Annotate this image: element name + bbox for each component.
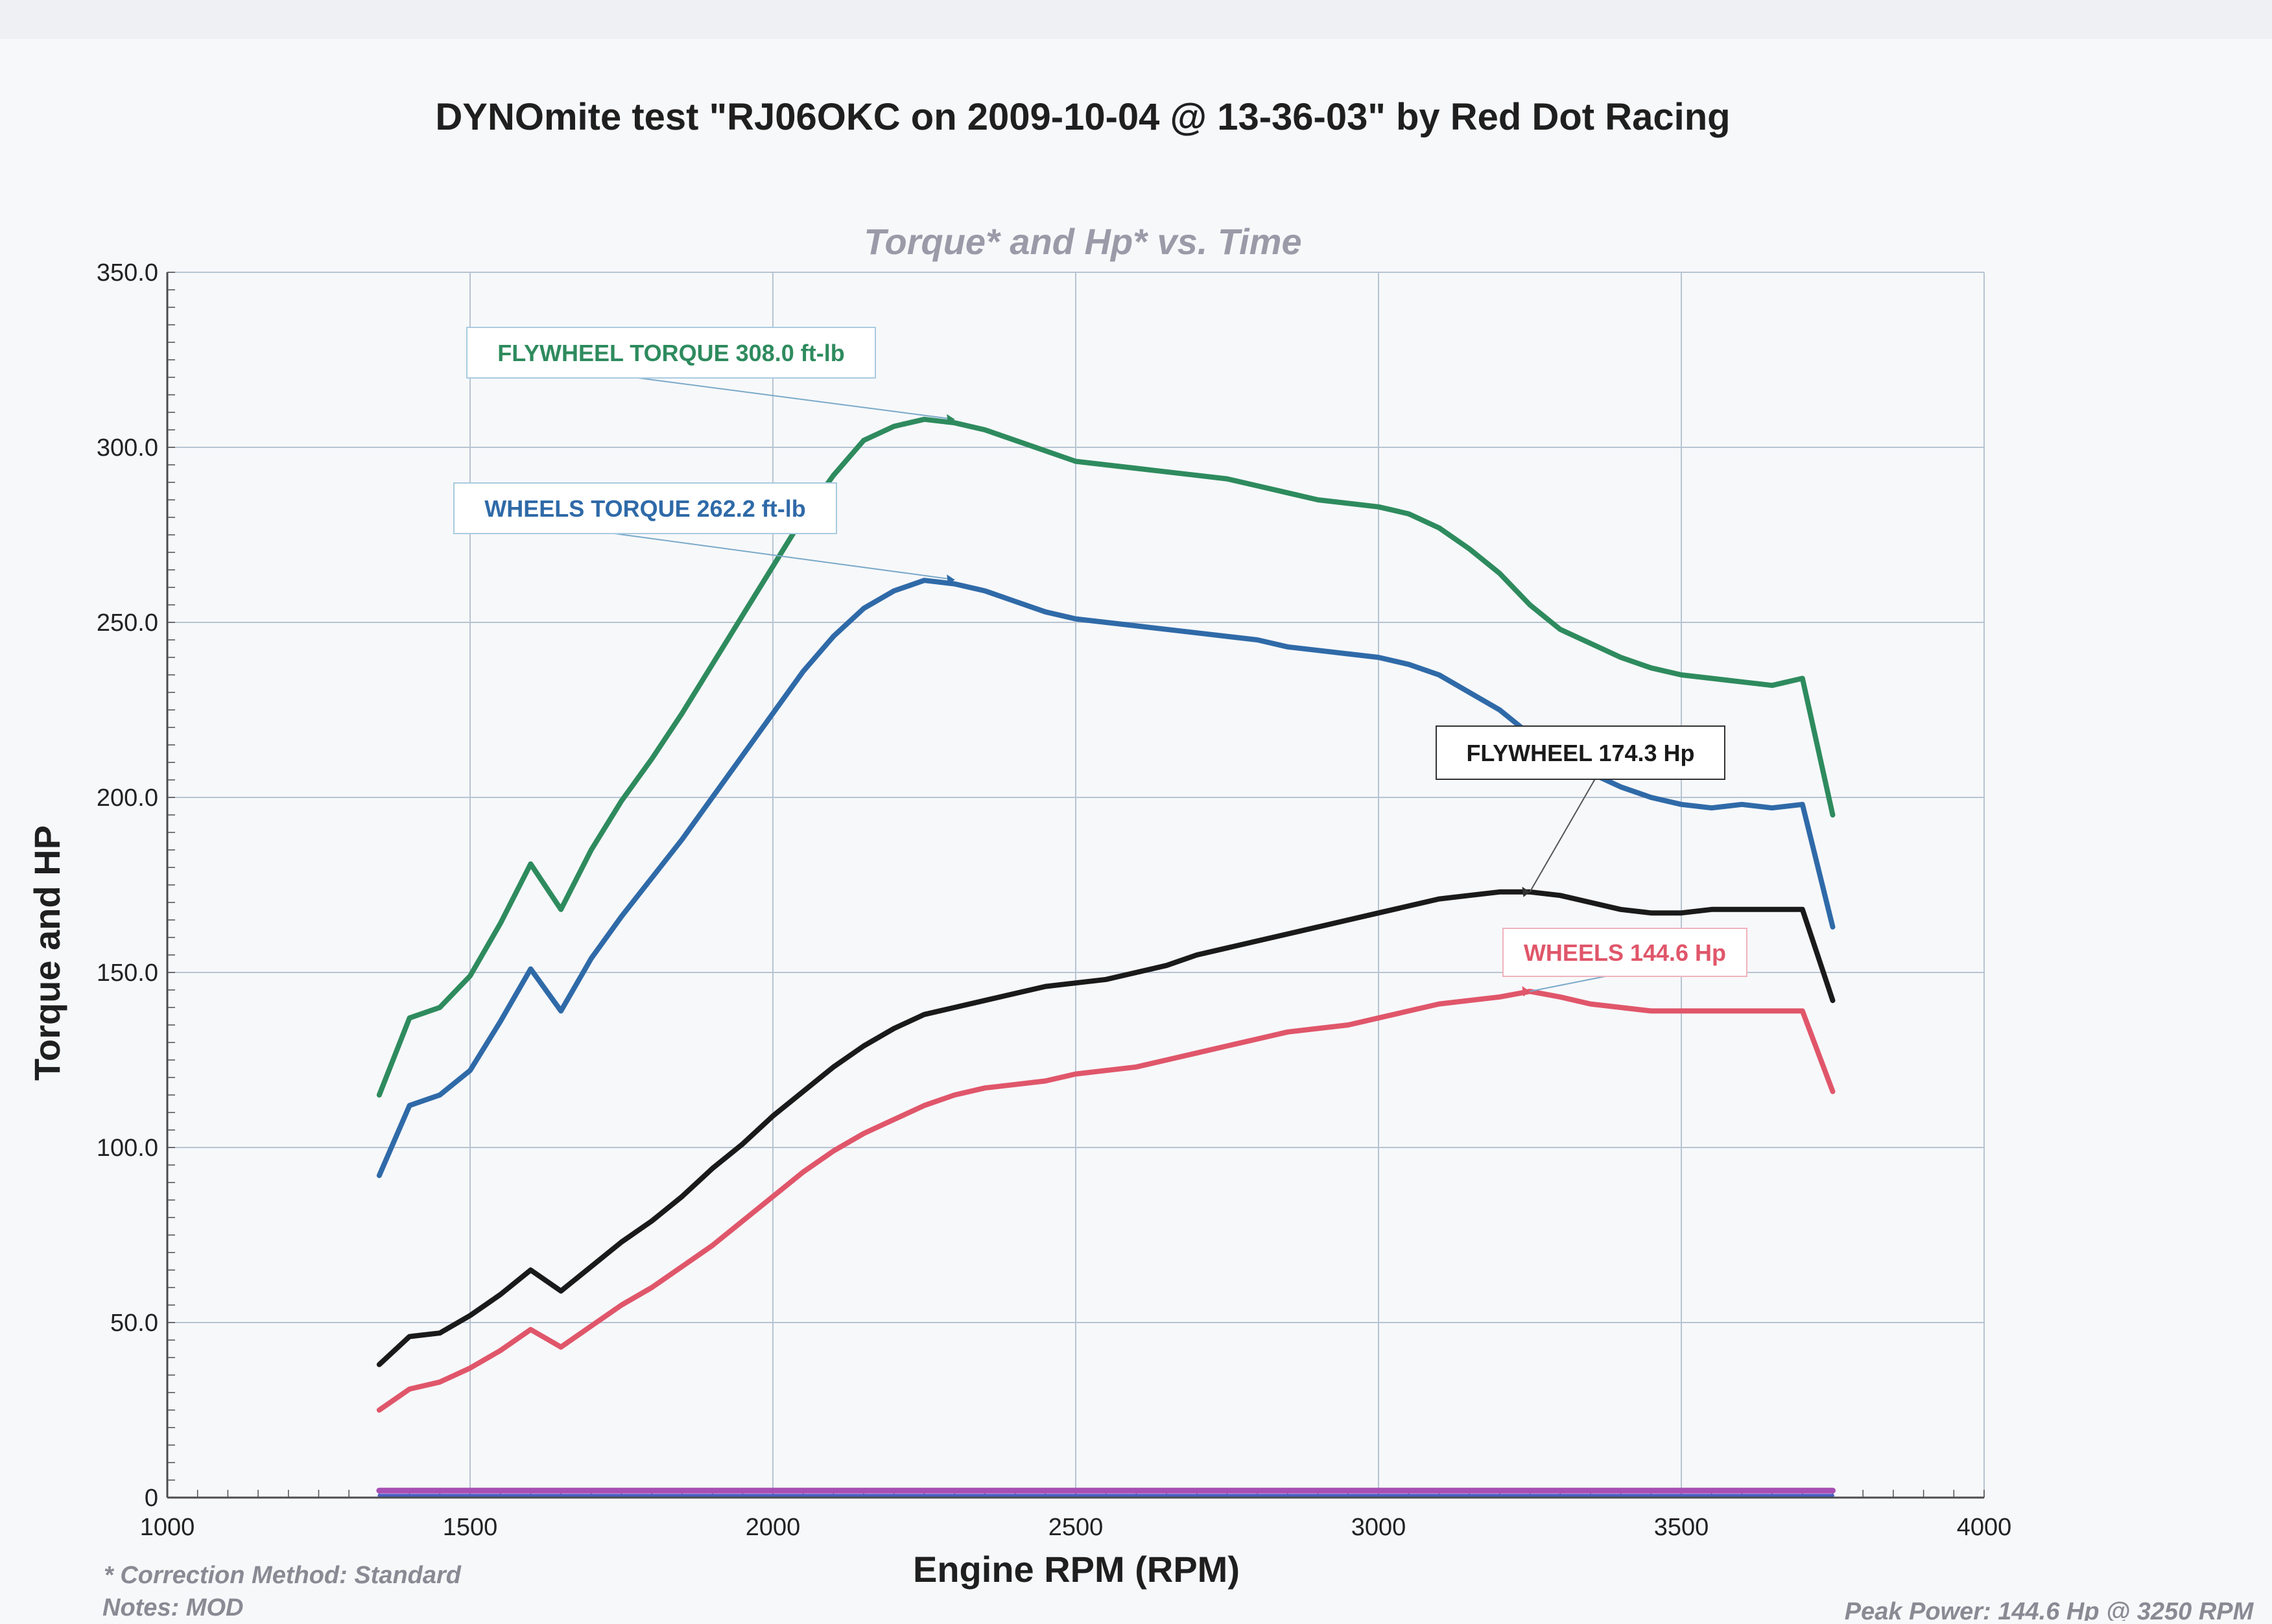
leader-arrowhead [947,414,955,425]
x-tick-label: 3500 [1654,1514,1709,1541]
leader-arrowhead [1522,886,1530,897]
peak-power-note: Peak Power: 144.6 Hp @ 3250 RPM [1845,1598,2254,1621]
y-tick-label: 0 [145,1485,158,1512]
x-tick-labels: 1000 1500 2000 2500 3000 3500 4000 [140,1514,2012,1541]
x-tick-label: 3000 [1351,1514,1406,1541]
annotations: FLYWHEEL TORQUE 308.0 ft-lb WHEELS TORQUE… [453,327,1747,997]
annotation-label: FLYWHEEL 174.3 Hp [1466,740,1694,766]
data-series [376,416,1836,1498]
x-tick-label: 2000 [746,1514,801,1541]
x-tick-label: 4000 [1957,1514,2012,1541]
leader-line [638,377,955,420]
y-tick-label: 50.0 [110,1310,158,1337]
chart-title: Torque* and Hp* vs. Time [864,221,1301,262]
axes [166,272,1984,1499]
leader-arrowhead [947,574,955,585]
y-tick-label: 300.0 [97,434,158,462]
y-tick-label: 350.0 [97,259,158,287]
annotation-label: FLYWHEEL TORQUE 308.0 ft-lb [497,340,844,366]
annotation-box [1502,928,1747,977]
y-tick-label: 250.0 [97,609,158,637]
y-axis-label: Torque and HP [27,825,67,1081]
leader-line [1530,976,1606,993]
correction-method-note: * Correction Method: Standard [104,1562,462,1589]
annotation-label: WHEELS TORQUE 262.2 ft-lb [484,495,805,522]
main-title: DYNOmite test "RJ06OKC on 2009-10-04 @ 1… [435,96,1730,138]
leader-line [1529,779,1596,893]
annotation-box [466,327,876,379]
notes-line: Notes: MOD [102,1594,243,1621]
annotation-label: WHEELS 144.6 Hp [1524,939,1726,966]
x-tick-label: 2500 [1048,1514,1104,1541]
leader-arrowhead [1522,986,1530,997]
series-line-flywheel-hp [376,889,1836,1367]
y-tick-label: 200.0 [97,784,158,812]
x-tick-label: 1000 [140,1514,195,1541]
y-tick-label: 100.0 [97,1135,158,1162]
x-axis-label: Engine RPM (RPM) [913,1549,1240,1590]
series-line-wheels-hp [376,989,1836,1413]
x-tick-label: 1500 [443,1514,498,1541]
annotation-box [453,482,837,534]
series-line-flywheel-torque [376,416,1836,1098]
y-tick-labels: 0 50.0 100.0 150.0 200.0 250.0 300.0 350.0 [97,259,158,1512]
leader-line [614,533,955,581]
y-tick-label: 150.0 [97,959,158,987]
annotation-box [1436,725,1725,780]
